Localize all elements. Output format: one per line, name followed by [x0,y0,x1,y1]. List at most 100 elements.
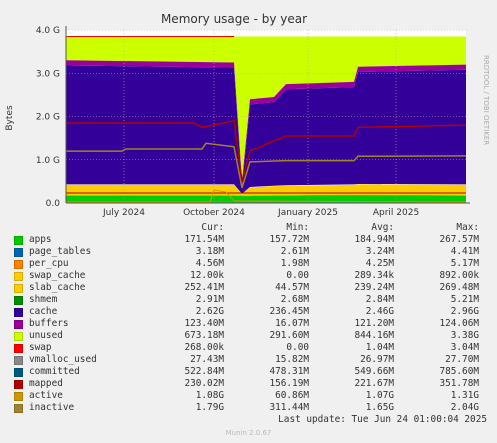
legend-swatch [14,271,23,281]
x-tick-label: January 2025 [277,208,338,218]
legend-series-name: apps [29,234,52,245]
legend-value-min: 311.44M [269,402,309,413]
legend-value-avg: 289.34k [354,270,394,281]
x-tick-label: October 2024 [183,208,245,218]
legend-value-min: 44.57M [275,282,309,293]
legend-value-cur: 27.43M [190,354,224,365]
legend-value-avg: 221.67M [354,378,394,389]
y-tick-label: 2.0 G [36,113,60,123]
legend-series-name: cache [29,306,58,317]
y-tick-label: 4.0 G [36,26,60,36]
line-inactive [66,142,467,189]
legend-value-max: 351.78M [439,378,479,389]
legend-row-page_tables: page_tables 3.18M 2.61M 3.24M 4.41M [14,246,484,258]
side-label: RRDTOOL / TOBI OETIKER [482,55,490,145]
legend-header-row: Cur: Min: Avg: Max: [14,222,484,234]
line-active [66,189,467,203]
legend-value-cur: 1.08G [195,390,224,401]
legend-swatch [14,259,23,269]
legend-value-max: 4.41M [450,246,479,257]
legend-row-vmalloc_used: vmalloc_used 27.43M 15.82M 26.97M 27.70M [14,354,484,366]
legend-value-avg: 2.46G [365,306,394,317]
y-tick-label: 0.0 [46,199,61,209]
area-cache [66,65,466,194]
legend-series-name: mapped [29,378,63,389]
legend-value-max: 5.17M [450,258,479,269]
legend-swatch [14,355,23,365]
x-tick-label: July 2024 [102,208,145,218]
legend-header-max: Max: [456,222,479,233]
legend-series-name: page_tables [29,246,92,257]
legend-series-name: swap [29,342,52,353]
legend-series-name: inactive [29,402,75,413]
legend-value-max: 27.70M [445,354,479,365]
legend-row-unused: unused 673.18M 291.60M 844.16M 3.38G [14,330,484,342]
x-tick-label: April 2025 [373,208,419,218]
legend-value-max: 2.04G [450,402,479,413]
legend-value-max: 3.38G [450,330,479,341]
legend-value-cur: 2.91M [195,294,224,305]
legend-value-avg: 184.94M [354,234,394,245]
legend-value-max: 785.60M [439,366,479,377]
legend-value-min: 2.61M [280,246,309,257]
legend-value-avg: 549.66M [354,366,394,377]
legend-series-name: committed [29,366,80,377]
legend-value-min: 0.00 [286,342,309,353]
memory-chart: Memory usage - by year Bytes RRDTOOL / T… [5,12,490,218]
legend-value-min: 2.68M [280,294,309,305]
legend-row-slab_cache: slab_cache 252.41M 44.57M 239.24M 269.48M [14,282,484,294]
legend-row-mapped: mapped 230.02M 156.19M 221.67M 351.78M [14,378,484,390]
legend-value-max: 267.57M [439,234,479,245]
legend-swatch [14,283,23,293]
legend-row-swap_cache: swap_cache 12.00k 0.00 289.34k 892.00k [14,270,484,282]
legend-value-min: 15.82M [275,354,309,365]
legend-row-committed: committed 522.84M 478.31M 549.66M 785.60M [14,366,484,378]
munin-version: Munin 2.0.67 [225,429,272,437]
legend-value-min: 156.19M [269,378,309,389]
legend-swatch [14,403,23,413]
legend-swatch [14,247,23,257]
legend-value-max: 1.31G [450,390,479,401]
legend-value-max: 2.96G [450,306,479,317]
legend-header-avg: Avg: [371,222,394,233]
legend-value-avg: 239.24M [354,282,394,293]
legend-value-min: 157.72M [269,234,309,245]
legend-swatch [14,343,23,353]
legend-row-swap: swap 268.00k 0.00 1.04M 3.04M [14,342,484,354]
legend-header-cur: Cur: [201,222,224,233]
legend-swatch [14,379,23,389]
legend-row-cache: cache 2.62G 236.45M 2.46G 2.96G [14,306,484,318]
legend-value-max: 124.06M [439,318,479,329]
legend-series-name: active [29,390,63,401]
y-tick-label: 3.0 G [36,69,60,79]
plot-area: 0.0 1.0 G 2.0 G 3.0 G 4.0 G July 2024 October … [36,26,470,218]
legend-value-avg: 26.97M [360,354,394,365]
legend-row-buffers: buffers 123.40M 16.07M 121.20M 124.06M [14,318,484,330]
legend-row-shmem: shmem 2.91M 2.68M 2.84M 5.21M [14,294,484,306]
legend-value-min: 60.86M [275,390,309,401]
legend-swatch [14,307,23,317]
legend-value-cur: 252.41M [184,282,224,293]
legend-value-min: 478.31M [269,366,309,377]
last-update: Last update: Tue Jun 24 01:00:04 2025 [278,414,487,425]
legend-swatch [14,367,23,377]
legend-row-per_cpu: per_cpu 4.56M 1.98M 4.25M 5.17M [14,258,484,270]
area-unused [66,36,466,182]
legend-swatch [14,331,23,341]
legend-value-min: 236.45M [269,306,309,317]
legend-value-max: 892.00k [439,270,479,281]
legend-value-cur: 12.00k [190,270,224,281]
legend-value-max: 269.48M [439,282,479,293]
legend-value-cur: 1.79G [195,402,224,413]
legend-header-min: Min: [286,222,309,233]
legend-series-name: slab_cache [29,282,86,293]
legend-value-cur: 171.54M [184,234,224,245]
legend-value-avg: 1.65G [365,402,394,413]
legend-value-cur: 123.40M [184,318,224,329]
legend-swatch [14,319,23,329]
area-apps [66,195,466,203]
legend-row-active: active 1.08G 60.86M 1.07G 1.31G [14,390,484,402]
area-per-cpu [66,194,466,197]
legend-value-min: 291.60M [269,330,309,341]
legend-value-cur: 522.84M [184,366,224,377]
